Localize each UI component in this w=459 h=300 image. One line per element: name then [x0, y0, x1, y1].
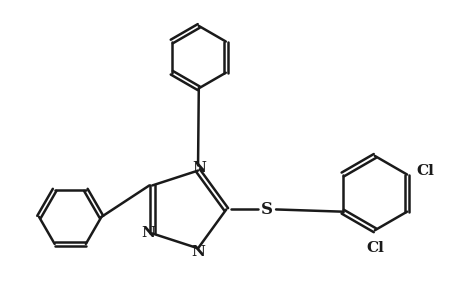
Text: N: N — [141, 226, 155, 241]
Text: N: N — [192, 161, 206, 175]
Text: Cl: Cl — [416, 164, 434, 178]
Text: N: N — [190, 245, 205, 259]
Text: S: S — [261, 201, 273, 218]
Text: Cl: Cl — [365, 242, 383, 255]
